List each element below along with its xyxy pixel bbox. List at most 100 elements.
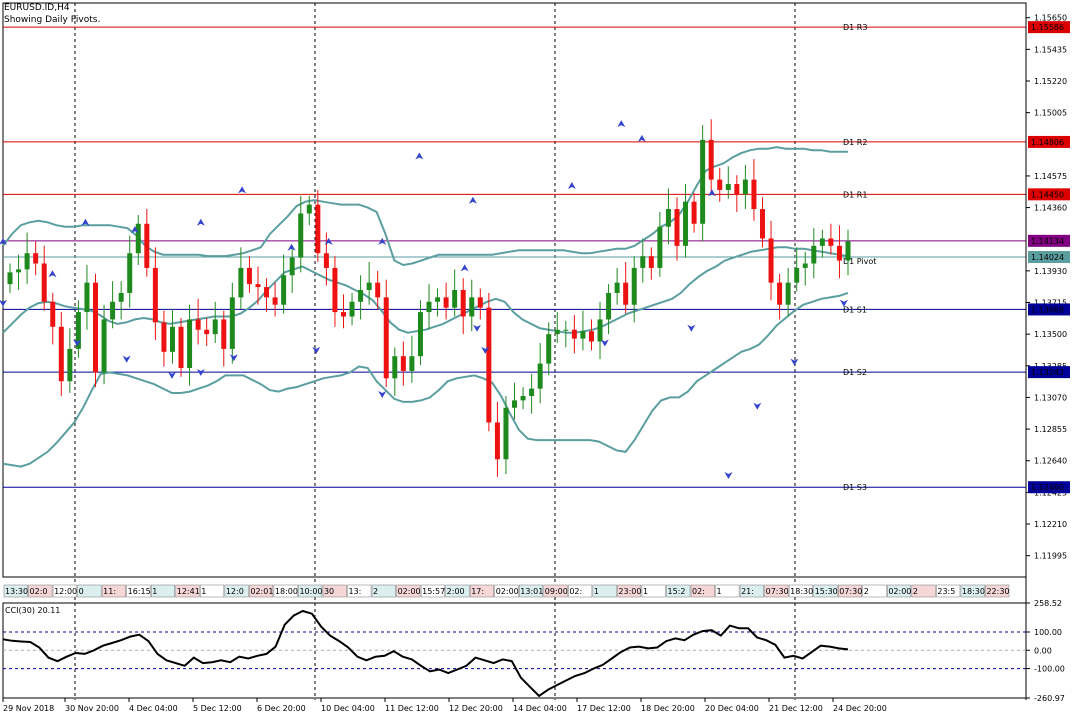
fractal-down-arrow — [196, 368, 205, 376]
session-label: 2 — [913, 587, 918, 596]
candle-body — [768, 238, 774, 283]
session-box — [862, 584, 887, 598]
pivot-value-box — [1028, 234, 1070, 247]
fractal-up-arrow — [238, 186, 247, 194]
candle-body — [110, 301, 116, 320]
fractal-up-arrow — [460, 264, 469, 272]
session-label: 1 — [201, 587, 206, 596]
indicator-note: Showing Daily Pivots. — [4, 15, 101, 25]
candle-body — [708, 139, 714, 180]
pivot-value-box — [1028, 303, 1070, 316]
session-label: 18:00 — [275, 587, 298, 596]
candle-body — [323, 253, 329, 268]
candle-body — [255, 284, 261, 288]
price-tick-label: 1.12640 — [1034, 457, 1067, 466]
session-label: 11: — [103, 587, 116, 596]
session-box — [273, 584, 298, 598]
candle-body — [24, 253, 30, 270]
session-label: 13: — [349, 587, 362, 596]
time-axis-label: 21 Dec 12:00 — [769, 704, 823, 713]
fractal-up-arrow — [468, 196, 477, 204]
candle-body — [520, 395, 526, 401]
candle-body — [683, 201, 689, 246]
candle-body — [340, 312, 346, 317]
candle-body — [571, 329, 577, 339]
candle-body — [289, 257, 295, 276]
session-box — [494, 584, 519, 598]
session-label: 1 — [152, 587, 157, 596]
session-label: 02:01 — [250, 587, 273, 596]
session-label: 18:30 — [790, 587, 813, 596]
session-label: 2:00 — [447, 587, 465, 596]
session-box — [666, 584, 691, 598]
candle-body — [665, 209, 671, 227]
candle-body — [734, 184, 740, 195]
session-box — [445, 584, 470, 598]
session-box — [371, 584, 396, 598]
time-axis-label: 4 Dec 04:00 — [129, 704, 178, 713]
session-label: 02:00 — [496, 587, 519, 596]
time-axis-label: 18 Dec 20:00 — [641, 704, 695, 713]
candle-body — [16, 269, 22, 273]
pivot-value-label: 1.14450 — [1031, 190, 1064, 199]
session-label: 15:30 — [815, 587, 838, 596]
candle-body — [41, 263, 47, 302]
candle-body — [50, 301, 56, 327]
cci-tick-label: 0.00 — [1034, 646, 1052, 655]
time-axis-label: 20 Dec 04:00 — [705, 704, 759, 713]
candle-body — [443, 297, 449, 308]
pivot-value-box — [1028, 251, 1070, 264]
price-tick-label: 1.15435 — [1034, 45, 1067, 54]
candle-body — [238, 267, 244, 298]
session-box — [543, 584, 568, 598]
session-box — [936, 584, 961, 598]
candle-body — [195, 319, 201, 330]
session-box — [568, 584, 593, 598]
fractal-down-arrow — [168, 371, 176, 379]
price-tick-label: 1.15005 — [1034, 109, 1067, 118]
candle-body — [204, 329, 210, 335]
candle-body — [700, 139, 706, 224]
candle-body — [426, 301, 432, 313]
session-box — [200, 584, 225, 598]
time-axis-label: 14 Dec 04:00 — [513, 704, 567, 713]
candle-body — [828, 238, 834, 246]
candle-body — [161, 322, 167, 352]
candle-body — [563, 329, 569, 331]
price-tick-label: 1.14575 — [1034, 172, 1067, 181]
cci-tick-label: 100.00 — [1034, 628, 1062, 637]
bollinger-upper — [2, 146, 848, 267]
fractal-down-arrow — [229, 354, 238, 362]
price-tick-label: 1.15220 — [1034, 77, 1067, 86]
session-box — [788, 584, 813, 598]
cci-line — [2, 609, 849, 698]
candle-body — [759, 209, 765, 239]
fractal-up-arrow — [637, 134, 646, 142]
fractal-up-arrow — [287, 243, 296, 251]
time-axis-label: 24 Dec 20:00 — [833, 704, 887, 713]
candle-body — [118, 292, 124, 302]
candle-body — [614, 282, 620, 293]
fractal-down-arrow — [724, 471, 733, 479]
candle-body — [751, 179, 757, 210]
session-label: 15:57 — [422, 587, 445, 596]
session-box — [28, 584, 53, 598]
price-tick-label: 1.13070 — [1034, 393, 1067, 402]
session-box — [911, 584, 936, 598]
fractal-up-arrow — [567, 181, 576, 189]
candle-body — [84, 282, 90, 313]
session-label: 1 — [643, 587, 648, 596]
time-axis-label: 30 Nov 20:00 — [65, 704, 119, 713]
fractal-down-arrow — [790, 358, 799, 366]
candle-body — [358, 290, 364, 302]
candle-body — [135, 223, 141, 254]
candle-body — [169, 326, 175, 352]
candle-body — [58, 326, 64, 382]
session-box — [101, 584, 126, 598]
session-label: 02: — [569, 587, 582, 596]
candle-body — [93, 282, 99, 373]
session-label: 18:30 — [962, 587, 985, 596]
candle-body — [272, 297, 278, 305]
